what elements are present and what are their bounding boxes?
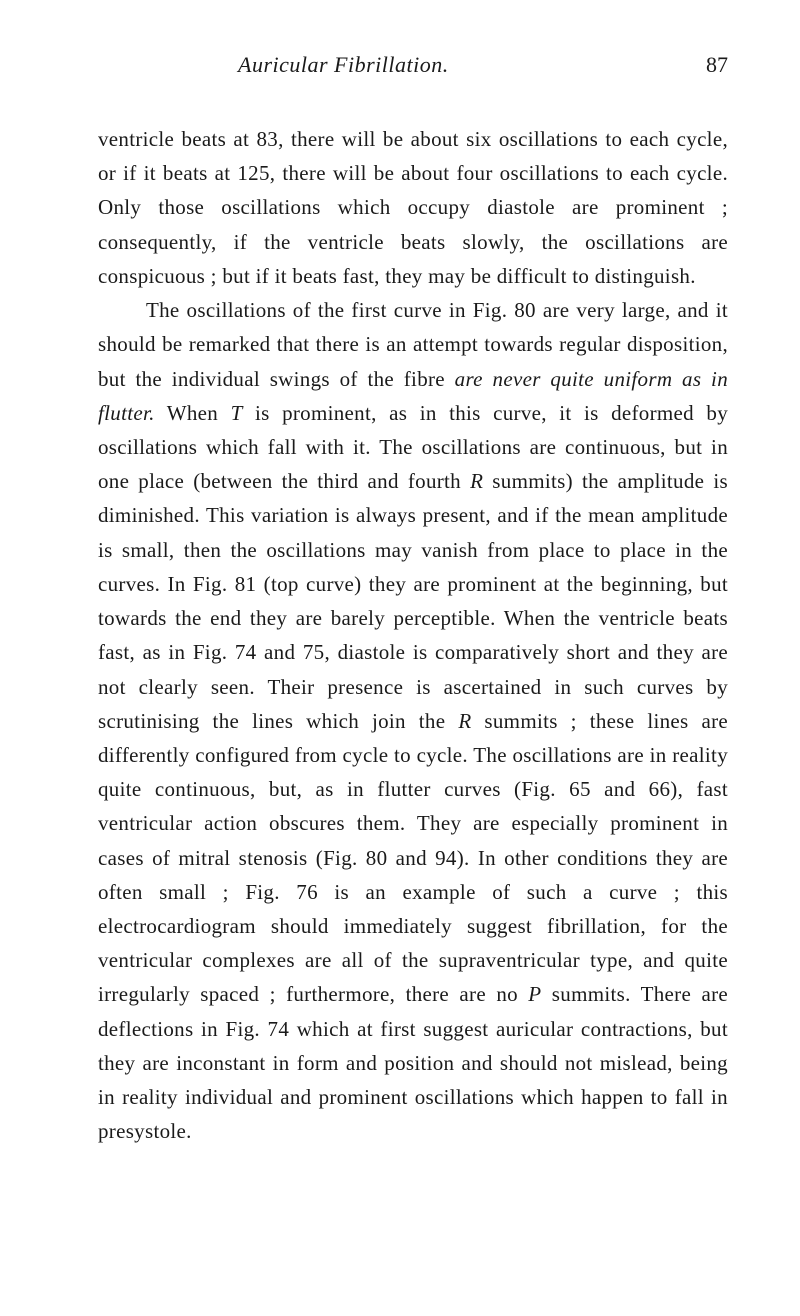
p2-italic5: P: [528, 982, 541, 1006]
p2-italic2: T: [231, 401, 243, 425]
paragraph-1: ventricle beats at 83, there will be abo…: [98, 122, 728, 293]
p2-part5: summits ; these lines are differently co…: [98, 709, 728, 1007]
paragraph-2: The oscillations of the first curve in F…: [98, 293, 728, 1148]
body-text: ventricle beats at 83, there will be abo…: [98, 122, 728, 1149]
header-title: Auricular Fibrillation.: [238, 52, 449, 78]
p2-part6: summits. There are deflections in Fig. 7…: [98, 982, 728, 1143]
p2-part2: When: [155, 401, 231, 425]
page-number: 87: [706, 52, 728, 78]
p2-italic4: R: [458, 709, 471, 733]
p1-text: ventricle beats at 83, there will be abo…: [98, 127, 728, 288]
page-header: Auricular Fibrillation. 87: [98, 52, 728, 78]
p2-italic3: R: [470, 469, 483, 493]
p2-part4: summits) the amplitude is diminished. Th…: [98, 469, 728, 733]
